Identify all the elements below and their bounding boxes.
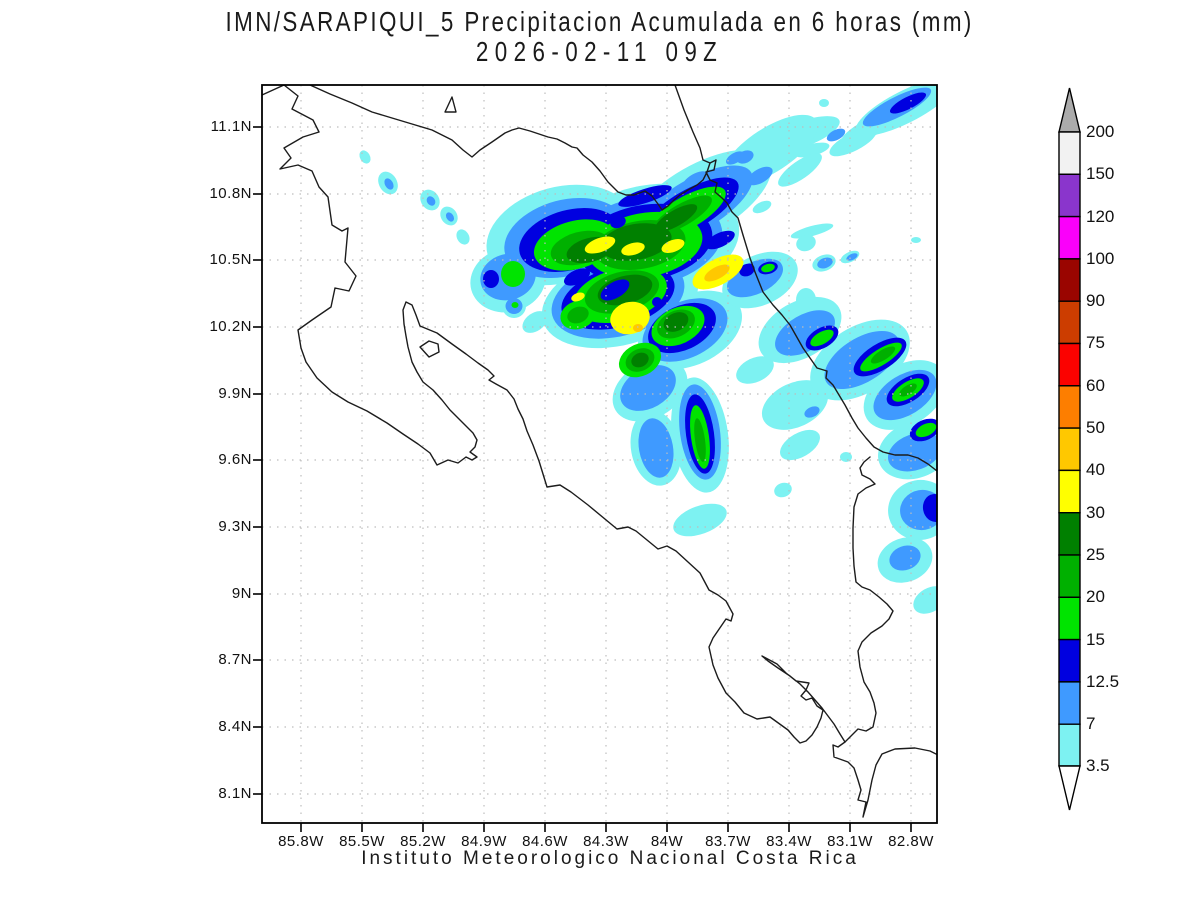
y-axis-label: 9.6N [218, 451, 252, 468]
lake-nicaragua-shore [309, 85, 711, 211]
colorbar [1058, 87, 1081, 811]
colorbar-label: 15 [1086, 630, 1105, 649]
precip-embedded-streaks [563, 185, 735, 307]
x-axis-label: 84.6W [522, 833, 568, 850]
x-axis-label: 85.2W [400, 833, 446, 850]
chart-subtitle: 2026-02-11 09Z [0, 36, 1200, 68]
y-axis-label: 8.4N [218, 718, 252, 735]
axis-ticks [253, 126, 912, 832]
y-axis-label: 9.9N [218, 385, 252, 402]
y-axis-label: 8.1N [218, 785, 252, 802]
y-axis-label: 8.7N [218, 651, 252, 668]
colorbar-label: 40 [1086, 460, 1105, 479]
y-axis-label: 11.1N [210, 118, 252, 135]
colorbar-label: 75 [1086, 333, 1105, 352]
colorbar-label: 7 [1086, 714, 1096, 733]
colorbar-over-arrow [1058, 87, 1081, 133]
colorbar-label: 20 [1086, 587, 1105, 606]
colorbar-label: 200 [1086, 122, 1115, 141]
colorbar-label: 90 [1086, 291, 1105, 310]
coastline-layer [262, 85, 937, 818]
y-axis-label: 10.5N [209, 251, 252, 268]
x-axis-label: 83.7W [705, 833, 751, 850]
island-triangle [444, 96, 457, 113]
colorbar-label: 12.5 [1086, 672, 1120, 691]
precip-level-40 [633, 264, 730, 332]
map-frame [253, 84, 938, 832]
footer-credit: Instituto Meteorologico Nacional Costa R… [361, 848, 859, 869]
chart-title-text: IMN/SARAPIQUI_5 Precipitacion Acumulada … [225, 6, 975, 37]
precipitation-shading [359, 85, 937, 614]
colorbar-label: 100 [1086, 249, 1115, 268]
colorbar-label: 3.5 [1086, 756, 1110, 775]
x-axis-label: 84.9W [461, 833, 507, 850]
x-axis-label: 85.8W [278, 833, 324, 850]
island-chira [419, 340, 440, 358]
colorbar-under-arrow [1058, 765, 1081, 811]
y-axis-label: 10.2N [209, 318, 252, 335]
border-panama [844, 456, 894, 743]
colorbar-label: 25 [1086, 545, 1105, 564]
colorbar-label: 50 [1086, 418, 1105, 437]
x-axis-label: 84.3W [583, 833, 629, 850]
x-axis-label: 85.5W [339, 833, 385, 850]
x-axis-label: 84W [650, 833, 684, 850]
colorbar-label: 60 [1086, 376, 1105, 395]
graticule-grid [262, 85, 937, 823]
y-axis-label: 9N [231, 585, 252, 602]
colorbar-label: 150 [1086, 164, 1115, 183]
y-axis-label: 9.3N [218, 518, 252, 535]
coastline-caribbean [674, 85, 937, 472]
x-axis-label: 83.1W [827, 833, 873, 850]
coastline-pacific [262, 85, 937, 818]
colorbar-label: 30 [1086, 503, 1105, 522]
colorbar-label: 120 [1086, 207, 1115, 226]
x-axis-label: 82.8W [888, 833, 934, 850]
y-axis-label: 10.8N [209, 185, 252, 202]
chart-subtitle-text: 2026-02-11 09Z [476, 36, 724, 67]
chart-title: IMN/SARAPIQUI_5 Precipitacion Acumulada … [0, 6, 1200, 38]
x-axis-label: 83.4W [766, 833, 812, 850]
